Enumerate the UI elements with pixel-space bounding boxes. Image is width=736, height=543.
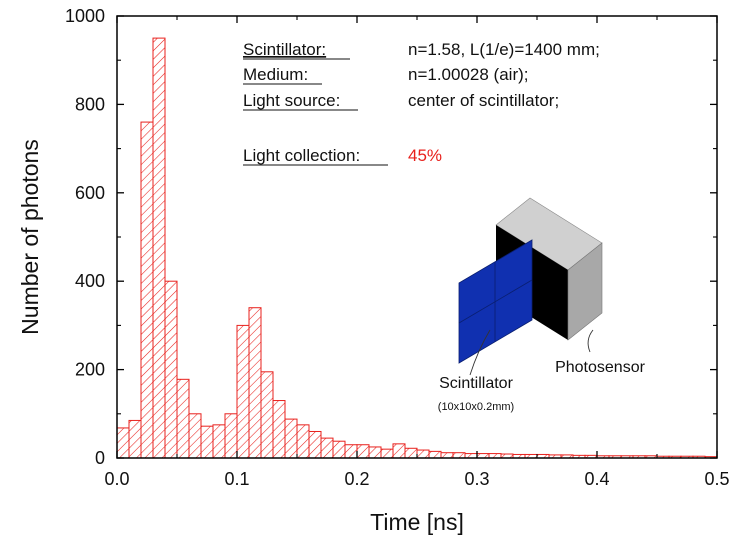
histogram-bar <box>236 324 250 459</box>
histogram-bar <box>164 280 178 459</box>
histogram-bar <box>200 425 214 459</box>
x-tick-label: 0.5 <box>704 469 729 489</box>
y-tick-label: 200 <box>75 360 105 380</box>
histogram-bar <box>356 444 370 459</box>
scintillator-divider <box>458 279 533 324</box>
histogram-bar <box>332 440 346 459</box>
histogram-bar <box>140 121 154 459</box>
histogram-bar <box>224 413 238 459</box>
photosensor-leader-line <box>587 329 594 353</box>
y-tick-label: 1000 <box>65 6 105 26</box>
x-tick-label: 0.2 <box>344 469 369 489</box>
x-tick-label: 0.4 <box>584 469 609 489</box>
photosensor-side-face <box>567 242 603 341</box>
annotation-label-light-collection: Light collection: <box>243 146 360 165</box>
histogram-bar <box>344 444 358 459</box>
annotation-value-light-source: center of scintillator; <box>408 91 559 110</box>
y-axis-ticks: 0 200 400 600 800 1000 <box>65 6 717 468</box>
annotation-label-scintillator: Scintillator: <box>243 40 326 59</box>
annotation-value-light-collection: 45% <box>408 146 442 165</box>
histogram-bar <box>176 378 190 459</box>
histogram-bar <box>296 424 310 459</box>
histogram-bar <box>368 446 382 459</box>
histogram-bar <box>188 413 202 459</box>
histogram-bar <box>260 371 274 459</box>
detector-illustration: Scintillator (10x10x0.2mm) Photosensor <box>438 197 646 413</box>
y-tick-label: 400 <box>75 271 105 291</box>
inset-scintillator-label: Scintillator <box>439 375 513 392</box>
histogram-bar <box>152 37 166 459</box>
histogram-bar <box>428 450 442 459</box>
annotation-value-medium: n=1.00028 (air); <box>408 65 529 84</box>
histogram-bar <box>248 307 262 459</box>
histogram-bar <box>416 449 430 459</box>
inset-photosensor-label: Photosensor <box>555 359 646 376</box>
histogram-bar <box>128 419 142 459</box>
histogram-bars <box>116 37 718 459</box>
histogram-bar <box>440 452 454 459</box>
annotation-value-scintillator: n=1.58, L(1/e)=1400 mm; <box>408 40 600 59</box>
histogram-bar <box>116 427 130 459</box>
histogram-bar <box>404 447 418 459</box>
y-tick-label: 0 <box>95 448 105 468</box>
histogram-bar <box>452 452 466 459</box>
histogram-bar <box>320 437 334 459</box>
histogram-bar <box>392 443 406 459</box>
histogram-bar <box>272 400 286 459</box>
y-tick-label: 600 <box>75 183 105 203</box>
scintillator-leader-line <box>469 329 491 376</box>
y-tick-label: 800 <box>75 94 105 114</box>
inset-scintillator-dimensions: (10x10x0.2mm) <box>438 401 514 413</box>
histogram-bar <box>284 418 298 459</box>
histogram-bar <box>308 430 322 459</box>
annotation-label-medium: Medium: <box>243 65 308 84</box>
x-tick-label: 0.0 <box>104 469 129 489</box>
x-axis-ticks: 0.0 0.1 0.2 0.3 0.4 0.5 <box>104 16 730 489</box>
x-tick-label: 0.1 <box>224 469 249 489</box>
x-tick-label: 0.3 <box>464 469 489 489</box>
annotation-label-light-source: Light source: <box>243 91 340 110</box>
annotation-block: Scintillator: n=1.58, L(1/e)=1400 mm; Me… <box>243 40 600 166</box>
histogram-bar <box>380 448 394 459</box>
histogram-bar <box>212 424 226 459</box>
x-axis-title: Time [ns] <box>370 509 464 535</box>
y-axis-title: Number of photons <box>17 139 43 335</box>
